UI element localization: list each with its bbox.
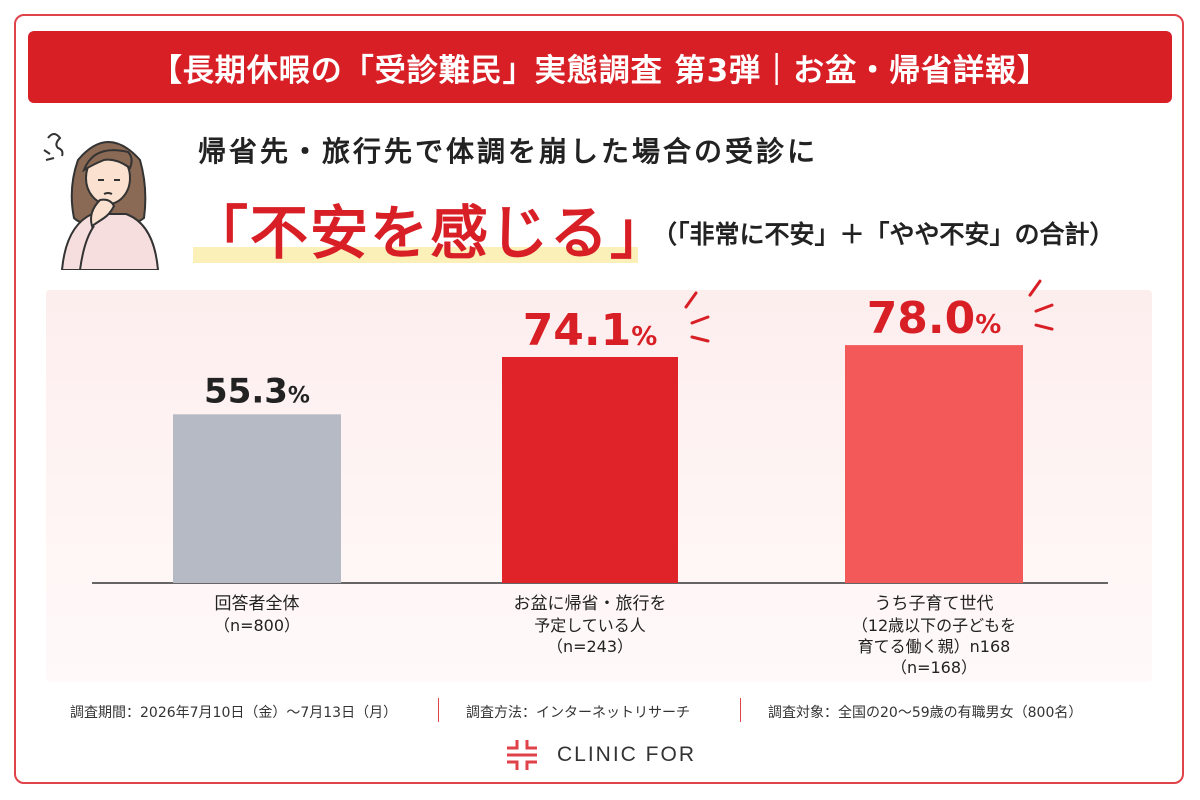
category-label-line: 予定している人 bbox=[534, 616, 646, 635]
category-label: うち子育て世代 （12歳以下の子どもを 育てる働く親）n168 （n=168） bbox=[804, 594, 1064, 678]
category-label-line: 回答者全体 bbox=[214, 594, 300, 614]
thinking-woman-icon bbox=[43, 133, 160, 270]
headline-highlight bbox=[193, 247, 638, 263]
bar-chart: 55.3% 74.1% 78.0% bbox=[92, 279, 1108, 584]
category-label: お盆に帰省・旅行を 予定している人 （n=243） bbox=[460, 594, 720, 657]
category-label-line: 育てる働く親）n168 bbox=[857, 637, 1011, 656]
footer-method: 調査方法：インターネットリサーチ bbox=[466, 705, 690, 721]
headline: 「不安を感じる」 bbox=[190, 199, 671, 267]
bar bbox=[173, 414, 341, 583]
brand-logo: CLINIC FOR bbox=[505, 735, 696, 775]
category-label-line: うち子育て世代 bbox=[874, 594, 994, 614]
footer-target: 調査対象：全国の20〜59歳の有職男女（800名） bbox=[768, 705, 1083, 721]
category-label-line: （12歳以下の子どもを bbox=[851, 616, 1017, 635]
emphasis-lines-icon bbox=[1028, 279, 1054, 331]
data-label: 55.3% bbox=[204, 371, 310, 411]
category-label-line: お盆に帰省・旅行を bbox=[513, 594, 667, 614]
card-frame bbox=[14, 14, 1184, 784]
sample-size: （n=800） bbox=[213, 616, 301, 635]
headline-note: （「非常に不安」＋「やや不安」の合計） bbox=[652, 220, 1115, 249]
bar bbox=[502, 356, 678, 583]
sample-size: （n=243） bbox=[546, 637, 634, 656]
data-label: 74.1% bbox=[523, 305, 658, 356]
page-title: 【長期休暇の「受診難民」実態調査 第3弾｜お盆・帰省詳報】 bbox=[28, 31, 1172, 103]
footer-divider bbox=[438, 698, 439, 722]
emphasis-lines-icon bbox=[684, 291, 710, 343]
footer-divider bbox=[740, 698, 741, 722]
clinic-for-logo-icon bbox=[507, 740, 537, 770]
category-label: 回答者全体 （n=800） bbox=[127, 594, 387, 636]
sample-size: （n=168） bbox=[890, 658, 978, 677]
footer-period: 調査期間：2026年7月10日（金）〜7月13日（月） bbox=[70, 705, 398, 721]
chart-subtitle: 帰省先・旅行先で体調を崩した場合の受診に bbox=[198, 135, 819, 168]
data-label: 78.0% bbox=[867, 293, 1002, 344]
brand-name: CLINIC FOR bbox=[557, 743, 697, 766]
bar bbox=[845, 345, 1023, 583]
